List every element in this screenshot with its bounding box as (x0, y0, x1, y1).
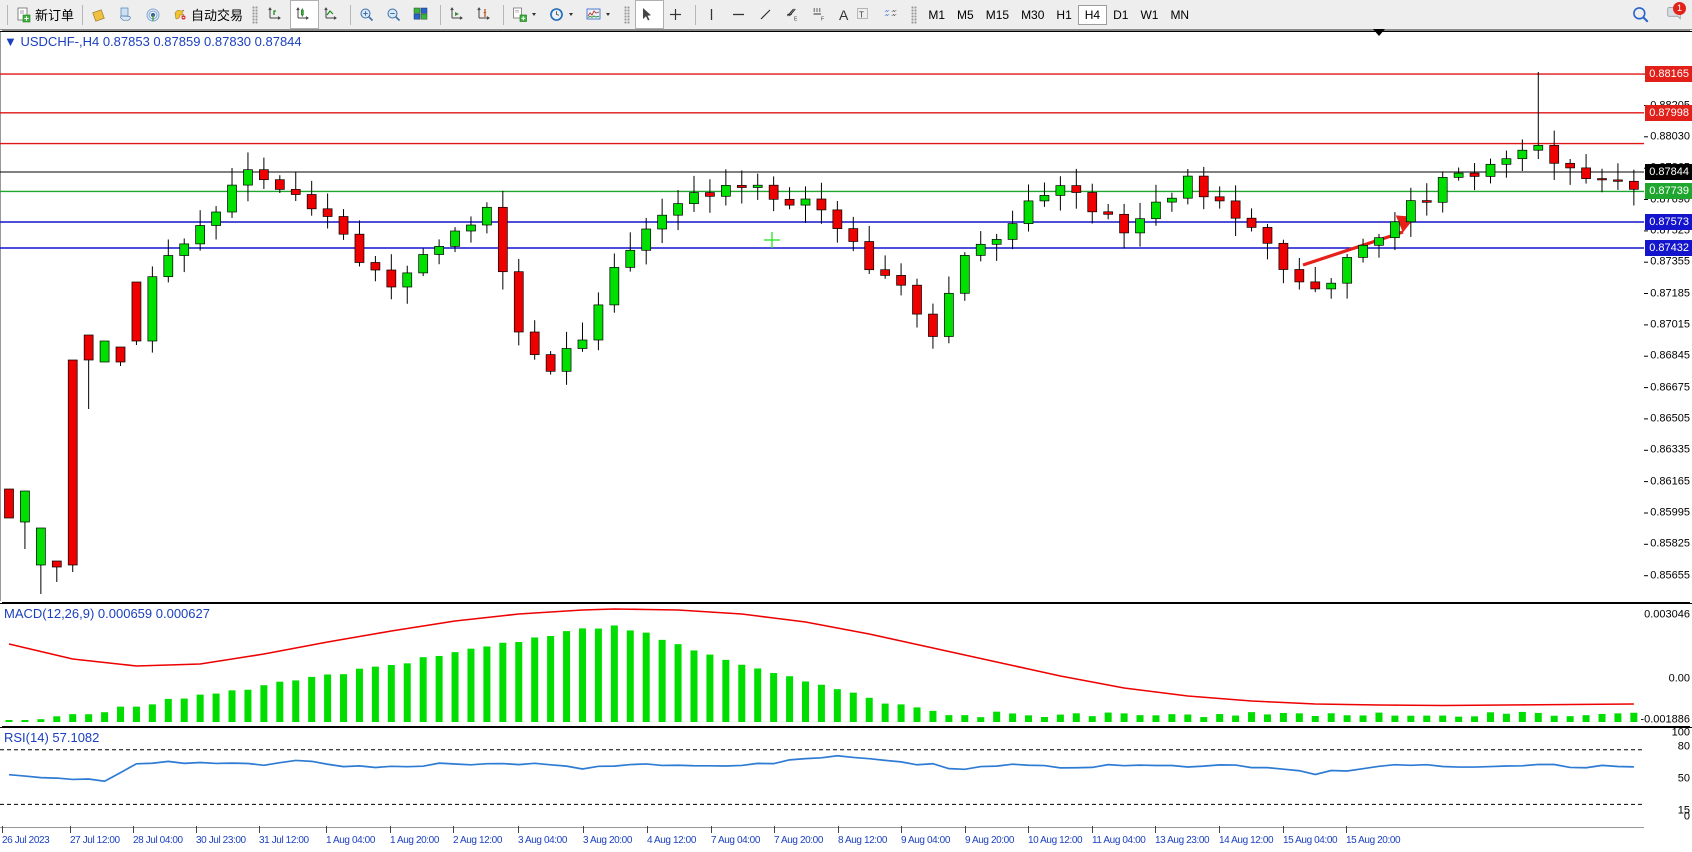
svg-text:E: E (794, 16, 798, 22)
svg-text:T: T (859, 10, 864, 19)
svg-text:F: F (821, 16, 824, 22)
